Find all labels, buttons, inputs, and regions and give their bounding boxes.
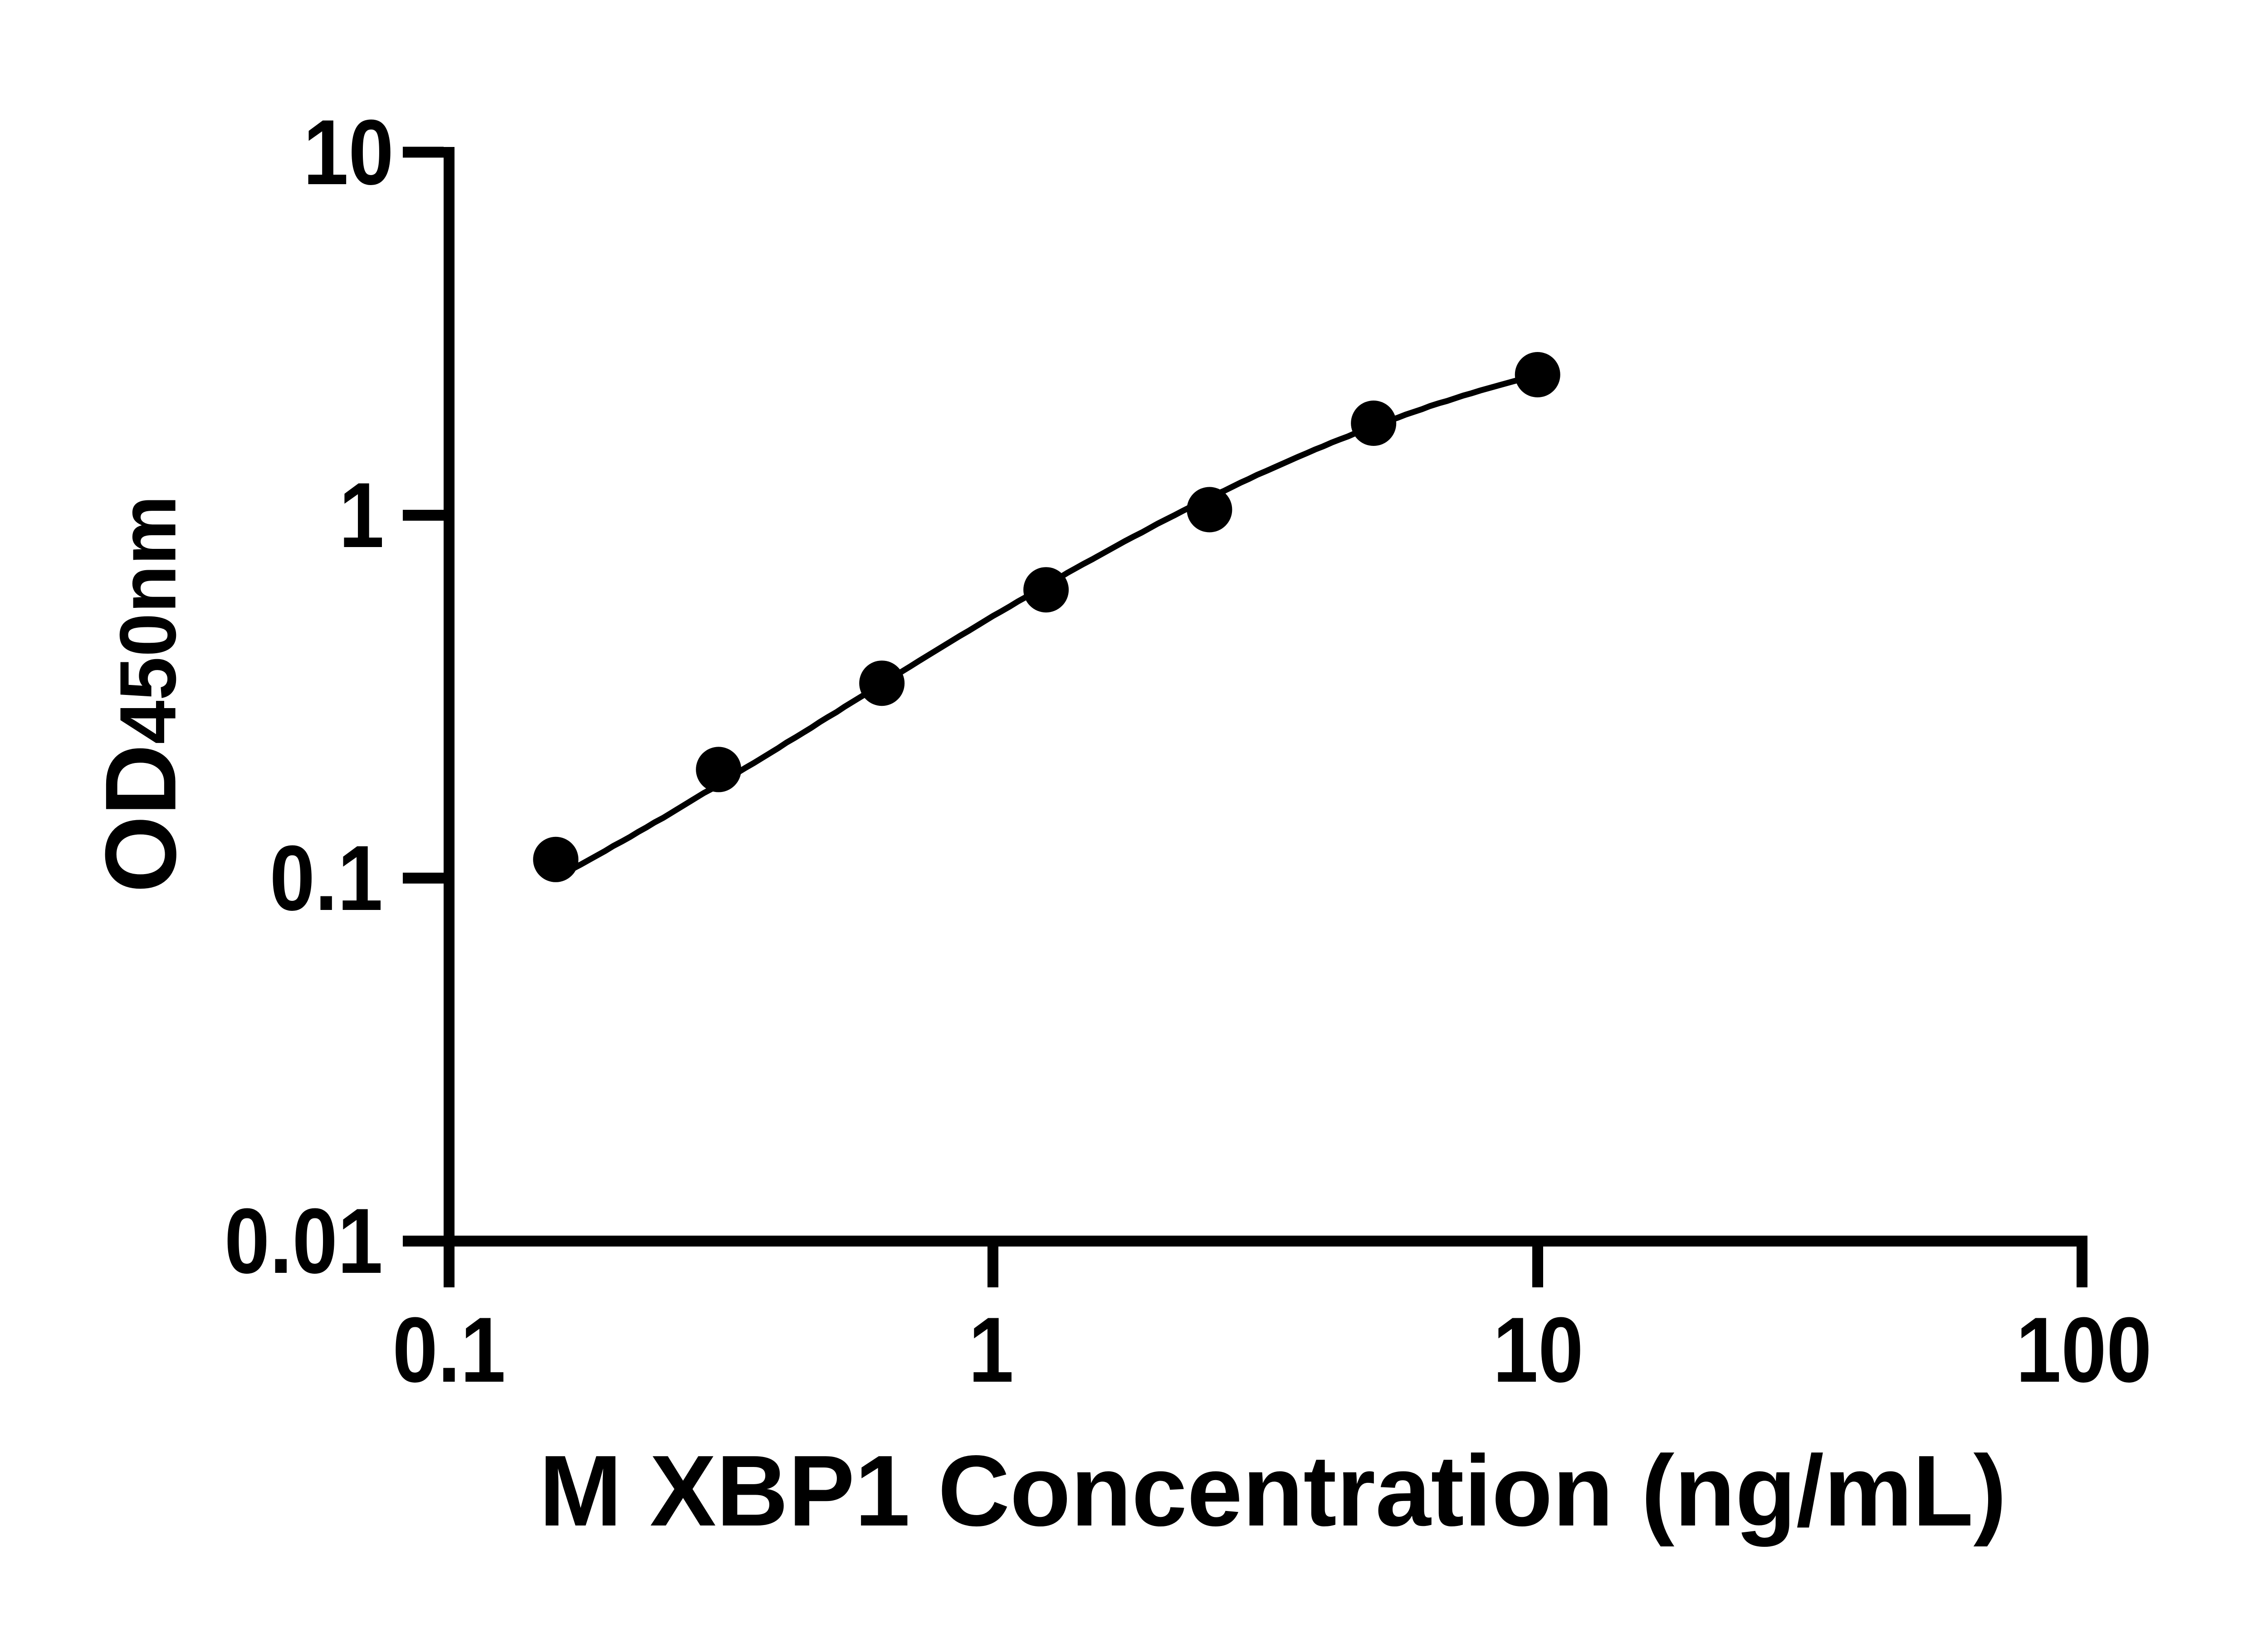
svg-text:M XBP1 Concentration (ng/mL): M XBP1 Concentration (ng/mL) bbox=[539, 1434, 2006, 1547]
svg-text:1: 1 bbox=[339, 463, 384, 567]
svg-text:10: 10 bbox=[303, 100, 394, 204]
svg-text:1: 1 bbox=[968, 1298, 1014, 1401]
svg-text:10: 10 bbox=[1493, 1298, 1584, 1401]
svg-text:0.1: 0.1 bbox=[269, 826, 383, 929]
svg-text:OD450nm: OD450nm bbox=[84, 495, 197, 893]
svg-text:0.1: 0.1 bbox=[392, 1298, 506, 1401]
svg-text:100: 100 bbox=[2016, 1298, 2152, 1401]
svg-text:0.01: 0.01 bbox=[225, 1189, 383, 1292]
